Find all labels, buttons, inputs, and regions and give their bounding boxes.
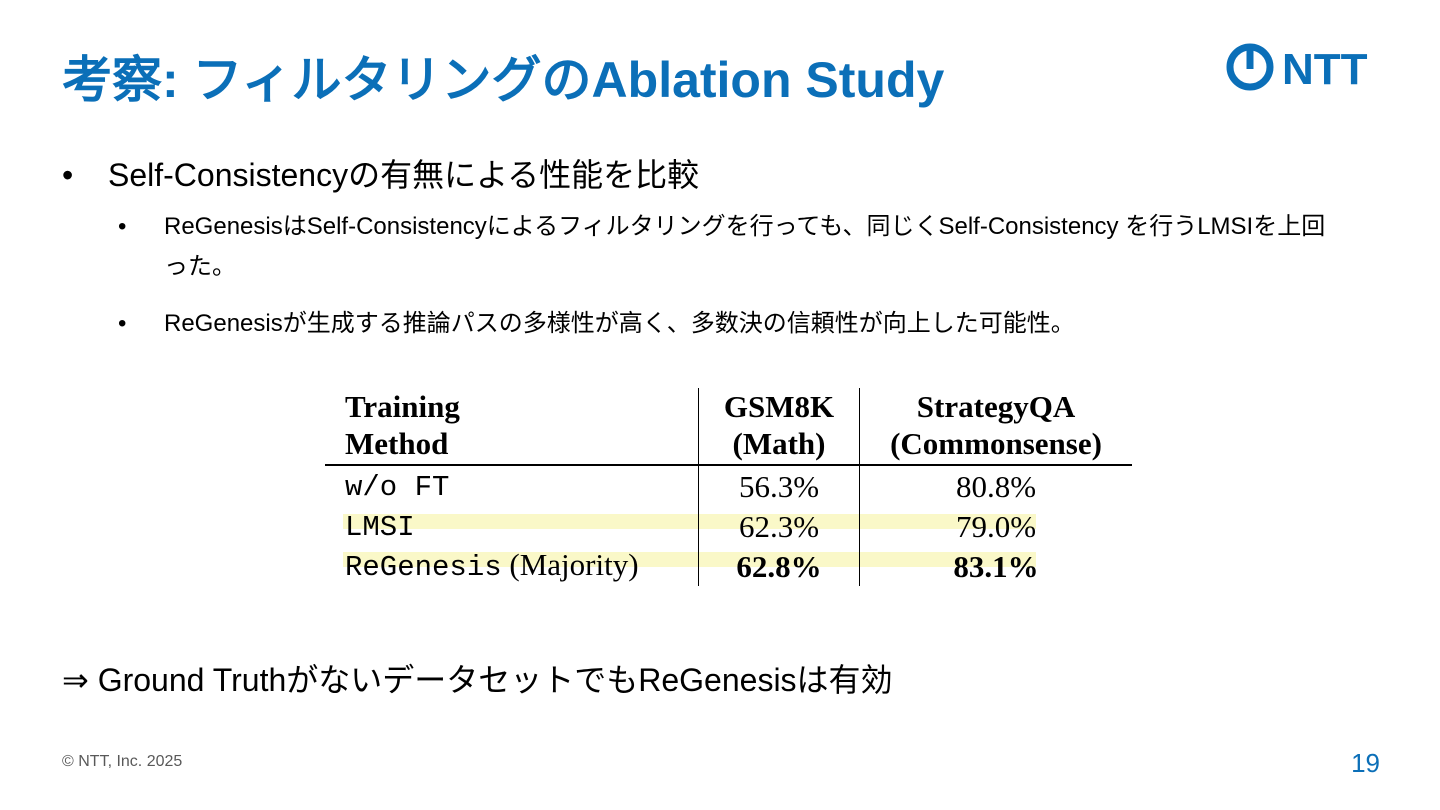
- main-bullet-text: Self-Consistencyの有無による性能を比較: [108, 157, 700, 193]
- header-training-method: Training Method: [345, 389, 460, 461]
- cell-method: w/o FT: [345, 471, 450, 504]
- cell-strategyqa: 80.8%: [859, 465, 1132, 506]
- cell-gsm8k: 56.3%: [698, 465, 860, 506]
- cell-method: ReGenesis (Majority): [345, 547, 639, 584]
- bullet-dot: •: [118, 310, 127, 337]
- slide-title: 考察: フィルタリングのAblation Study: [62, 52, 945, 108]
- table-header-row: Training Method GSM8K (Math) StrategyQA (Co…: [325, 388, 1132, 465]
- header-gsm8k: GSM8K (Math): [698, 388, 860, 465]
- cell-strategyqa: 79.0%: [859, 506, 1132, 546]
- copyright: © NTT, Inc. 2025: [62, 753, 183, 770]
- bullet-dot: •: [118, 213, 127, 240]
- results-table: Training Method GSM8K (Math) StrategyQA (Co…: [325, 388, 1132, 586]
- cell-gsm8k: 62.3%: [698, 506, 860, 546]
- ntt-logo-text: NTT: [1282, 45, 1368, 92]
- main-bullet: • Self-Consistencyの有無による性能を比較: [62, 150, 699, 196]
- cell-method: LMSI: [345, 511, 415, 544]
- page-number: 19: [1351, 748, 1380, 778]
- sub-bullet-text: ReGenesisはSelf-Consistencyによるフィルタリングを行って…: [164, 213, 1326, 280]
- cell-gsm8k: 62.8%: [698, 546, 860, 586]
- ntt-logo: NTT: [1226, 43, 1368, 92]
- cell-strategyqa: 83.1%: [859, 546, 1132, 586]
- table-row: LMSI 62.3% 79.0%: [325, 506, 1132, 546]
- table-row: ReGenesis (Majority) 62.8% 83.1%: [325, 546, 1132, 586]
- conclusion-text: ⇒ Ground TruthがないデータセットでもReGenesisは有効: [62, 662, 893, 698]
- table-row: w/o FT 56.3% 80.8%: [325, 465, 1132, 506]
- bullet-dot: •: [62, 157, 74, 193]
- header-strategyqa: StrategyQA (Commonsense): [859, 388, 1132, 465]
- sub-bullet: • ReGenesisはSelf-Consistencyによるフィルタリングを行…: [118, 207, 1338, 287]
- ntt-logo-mark-icon: [1226, 43, 1274, 91]
- sub-bullet: • ReGenesisが生成する推論パスの多様性が高く、多数決の信頼性が向上した…: [118, 304, 1338, 344]
- sub-bullet-text: ReGenesisが生成する推論パスの多様性が高く、多数決の信頼性が向上した可能…: [164, 310, 1075, 337]
